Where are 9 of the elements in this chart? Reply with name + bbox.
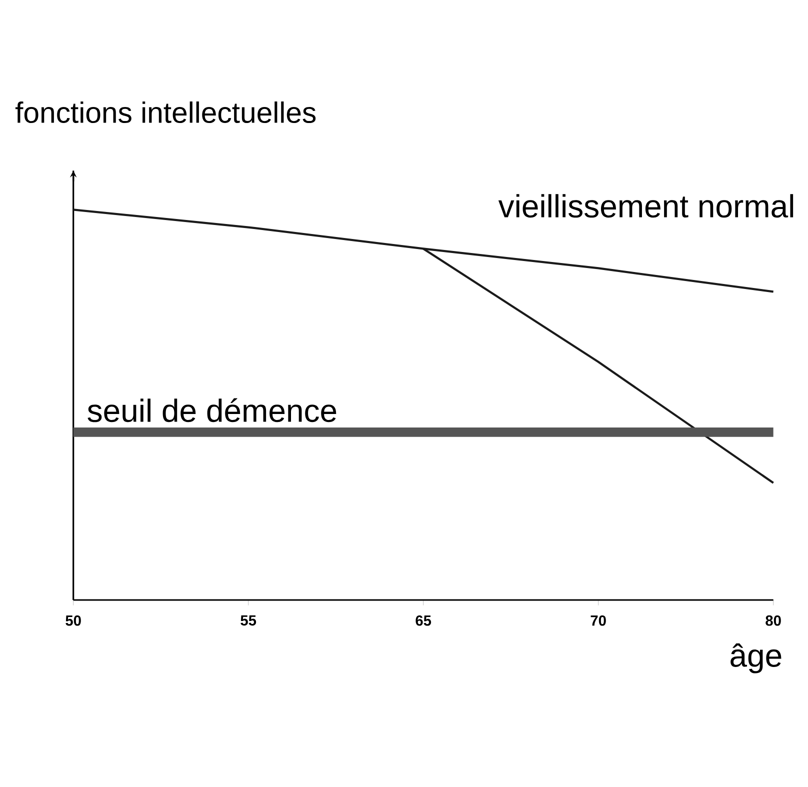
x-tick-label: 70 <box>590 616 606 626</box>
x-tick-label: 80 <box>766 616 781 626</box>
y-axis-title: fonctions intellectuelles <box>15 102 316 124</box>
x-tick-label: 65 <box>416 616 432 626</box>
series-label: vieillissement normal <box>498 194 794 218</box>
x-axis-title: âge <box>730 644 782 674</box>
x-tick-label: 55 <box>240 616 256 626</box>
x-tick-label: 50 <box>66 616 81 626</box>
ref-line-label: seuil de démence <box>88 398 336 422</box>
